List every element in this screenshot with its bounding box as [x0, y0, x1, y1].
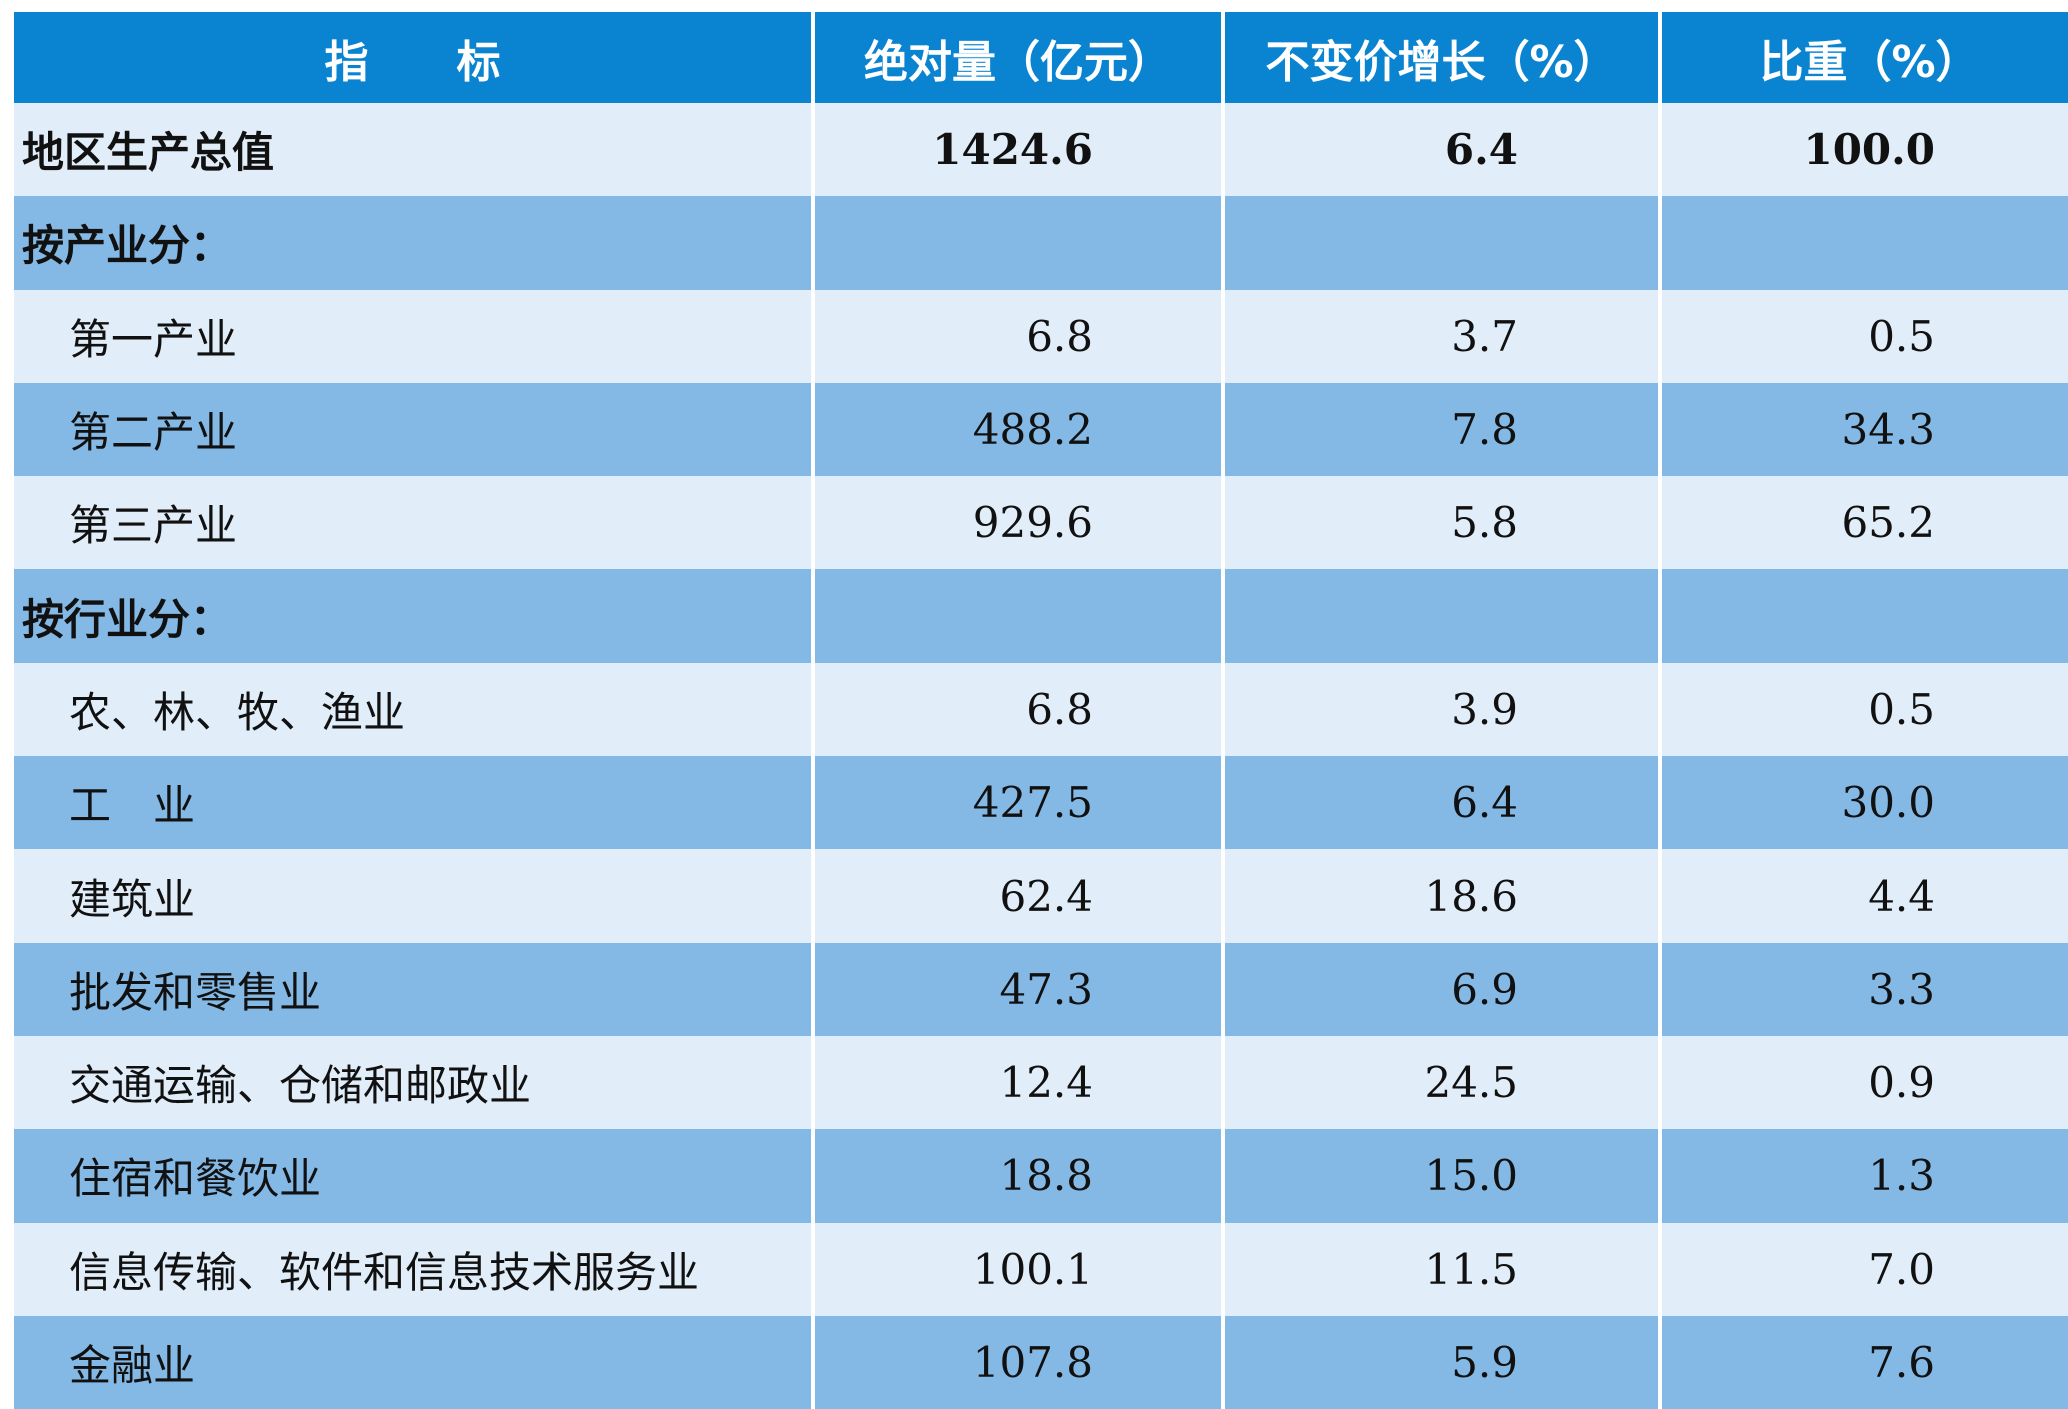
row-growth: [1225, 196, 1658, 290]
row-share: [1662, 196, 2068, 290]
header-growth: 不变价增长（%）: [1225, 12, 1658, 103]
row-absolute: 929.6: [815, 476, 1221, 570]
row-absolute: 6.8: [815, 662, 1221, 757]
gdp-table: 指 标 绝对量（亿元） 不变价增长（%） 比重（%） 地区生产总值 1424.6 6…: [14, 12, 2068, 1409]
row-share: 0.5: [1662, 289, 2068, 383]
row-label: 第一产业: [14, 289, 811, 383]
row-share: 7.6: [1662, 1315, 2068, 1409]
row-growth: 3.9: [1225, 662, 1658, 757]
row-share: 7.0: [1662, 1222, 2068, 1316]
header-indicator: 指 标: [14, 12, 811, 103]
row-growth: 11.5: [1225, 1222, 1658, 1316]
row-growth: 18.6: [1225, 849, 1658, 943]
row-label: 批发和零售业: [14, 942, 811, 1036]
row-absolute: 107.8: [815, 1315, 1221, 1409]
row-share: 4.4: [1662, 849, 2068, 943]
row-label: 按产业分：: [14, 196, 811, 290]
row-label: 信息传输、软件和信息技术服务业: [14, 1222, 811, 1316]
row-growth: [1225, 569, 1658, 663]
row-absolute: [815, 196, 1221, 290]
row-label: 工 业: [14, 756, 811, 850]
row-share: 0.9: [1662, 1035, 2068, 1130]
row-absolute: 427.5: [815, 756, 1221, 850]
row-label: 金融业: [14, 1315, 811, 1409]
row-growth: 15.0: [1225, 1129, 1658, 1223]
row-absolute: 6.8: [815, 289, 1221, 383]
row-share: 3.3: [1662, 942, 2068, 1036]
header-absolute: 绝对量（亿元）: [815, 12, 1221, 103]
row-share: 100.0: [1662, 103, 2068, 197]
row-label: 住宿和餐饮业: [14, 1129, 811, 1223]
row-share: 1.3: [1662, 1129, 2068, 1223]
row-absolute: 62.4: [815, 849, 1221, 943]
row-label: 第三产业: [14, 476, 811, 570]
row-absolute: 100.1: [815, 1222, 1221, 1316]
row-growth: 5.9: [1225, 1315, 1658, 1409]
row-label: 交通运输、仓储和邮政业: [14, 1035, 811, 1130]
row-absolute: 18.8: [815, 1129, 1221, 1223]
row-share: [1662, 569, 2068, 663]
row-growth: 6.4: [1225, 756, 1658, 850]
row-share: 65.2: [1662, 476, 2068, 570]
row-growth: 6.9: [1225, 942, 1658, 1036]
row-label: 建筑业: [14, 849, 811, 943]
row-label: 农、林、牧、渔业: [14, 662, 811, 757]
row-absolute: 1424.6: [815, 103, 1221, 197]
row-label: 第二产业: [14, 382, 811, 477]
row-absolute: 488.2: [815, 382, 1221, 477]
row-absolute: [815, 569, 1221, 663]
row-absolute: 12.4: [815, 1035, 1221, 1130]
row-label: 按行业分：: [14, 569, 811, 663]
row-label: 地区生产总值: [14, 103, 811, 197]
row-growth: 7.8: [1225, 382, 1658, 477]
row-share: 34.3: [1662, 382, 2068, 477]
row-growth: 6.4: [1225, 103, 1658, 197]
row-growth: 5.8: [1225, 476, 1658, 570]
row-share: 30.0: [1662, 756, 2068, 850]
row-absolute: 47.3: [815, 942, 1221, 1036]
row-growth: 3.7: [1225, 289, 1658, 383]
header-share: 比重（%）: [1662, 12, 2068, 103]
row-share: 0.5: [1662, 662, 2068, 757]
row-growth: 24.5: [1225, 1035, 1658, 1130]
